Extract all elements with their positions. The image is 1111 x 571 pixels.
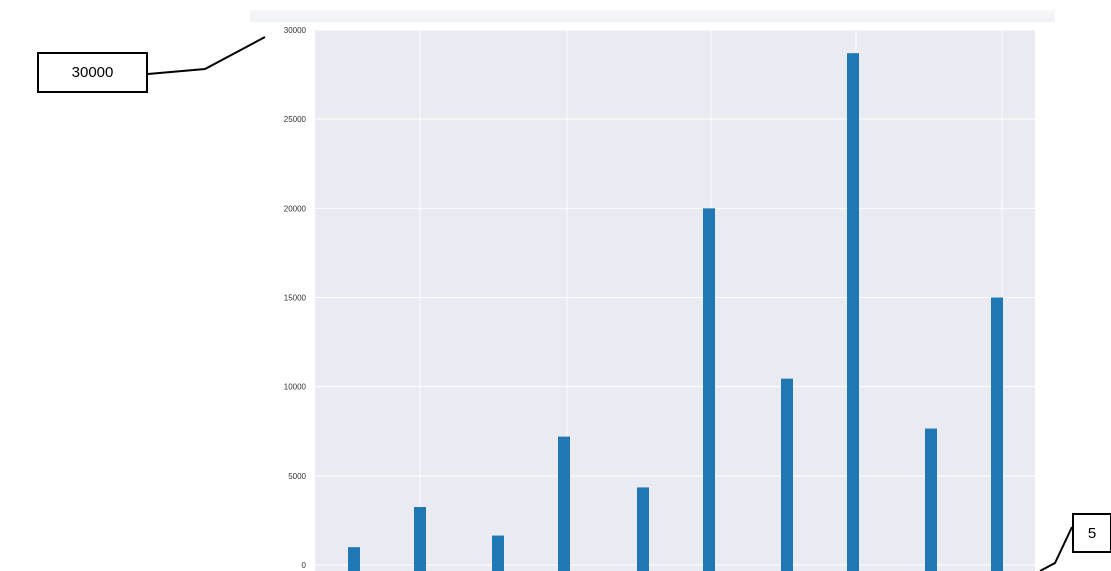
y-tick-label: 0 bbox=[302, 561, 307, 570]
bar bbox=[847, 53, 859, 571]
bar bbox=[637, 487, 649, 571]
bar bbox=[492, 535, 504, 571]
callout-line-left bbox=[147, 36, 266, 75]
grid-lines bbox=[315, 29, 1035, 571]
callout-left-label: 30000 bbox=[71, 64, 114, 81]
y-tick-label: 15000 bbox=[284, 294, 307, 303]
bar bbox=[558, 436, 570, 571]
y-tick-label: 5000 bbox=[288, 472, 306, 481]
bar bbox=[348, 547, 360, 571]
bar bbox=[991, 297, 1003, 571]
y-tick-label: 30000 bbox=[284, 26, 307, 35]
bar bbox=[414, 507, 426, 571]
callout-box-left: 30000 bbox=[37, 52, 148, 93]
bars bbox=[348, 53, 1003, 571]
y-tick-label: 20000 bbox=[284, 204, 307, 213]
y-tick-label: 25000 bbox=[284, 115, 307, 124]
plot-area bbox=[315, 30, 1035, 571]
callout-line-right bbox=[1039, 526, 1073, 571]
y-axis-ticks: 0 5000 10000 15000 20000 25000 30000 bbox=[284, 26, 307, 570]
callout-box-right: 5 bbox=[1072, 513, 1111, 553]
top-strip bbox=[250, 10, 1055, 22]
callout-right-label: 5 bbox=[1087, 524, 1097, 542]
bar bbox=[925, 428, 937, 571]
bar bbox=[703, 208, 715, 571]
callout-lines bbox=[147, 36, 1073, 571]
y-tick-label: 10000 bbox=[284, 383, 307, 392]
bar bbox=[781, 378, 793, 571]
